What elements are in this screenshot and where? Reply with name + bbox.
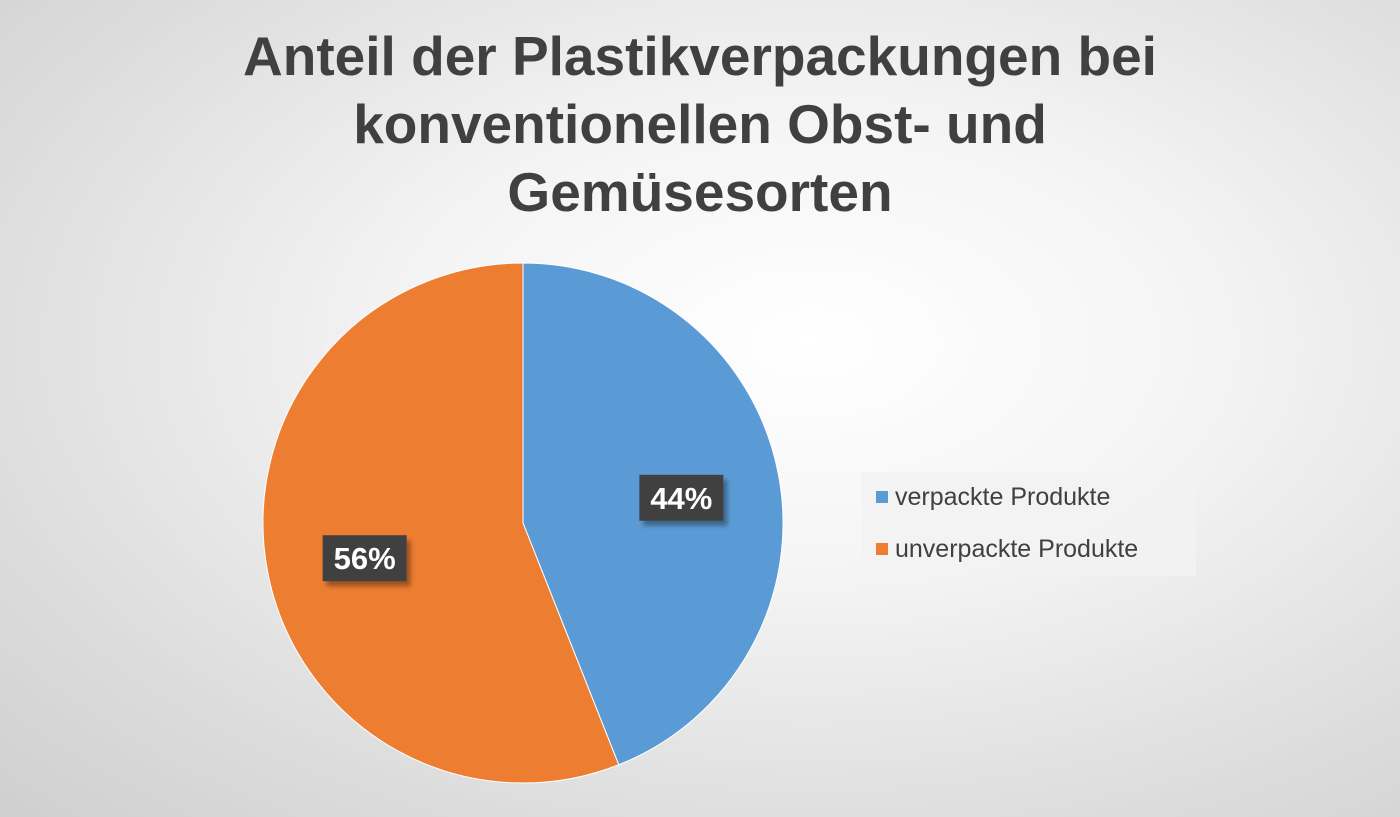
data-label-text: 56% [334,541,396,576]
data-labels: 44% 56% [322,474,724,582]
legend-swatch-verpackte-produkte [876,491,888,503]
chart-title-line-3: Gemüsesorten [507,161,893,223]
legend-item-unverpackte-produkte: unverpackte Produkte [876,534,1138,564]
data-label-text: 44% [650,481,712,516]
data-label-box [322,535,407,582]
legend-swatch-unverpackte-produkte [876,543,888,555]
legend-item-verpackte-produkte: verpackte Produkte [876,482,1110,512]
chart-title-line-1: Anteil der Plastikverpackungen bei [243,25,1157,87]
data-label-unverpackte-produkte: 56% [322,535,407,582]
legend-label-verpackte-produkte: verpackte Produkte [895,482,1111,511]
legend: verpackte Produkte unverpackte Produkte [862,472,1196,576]
chart-title: Anteil der Plastikverpackungen bei konve… [100,22,1300,226]
legend-label-unverpackte-produkte: unverpackte Produkte [895,534,1139,563]
pie-slice-unverpackte-produkte [262,262,620,784]
data-label-verpackte-produkte: 44% [639,474,724,521]
chart-title-line-2: konventionellen Obst- und [353,93,1047,155]
data-label-box [639,474,724,521]
